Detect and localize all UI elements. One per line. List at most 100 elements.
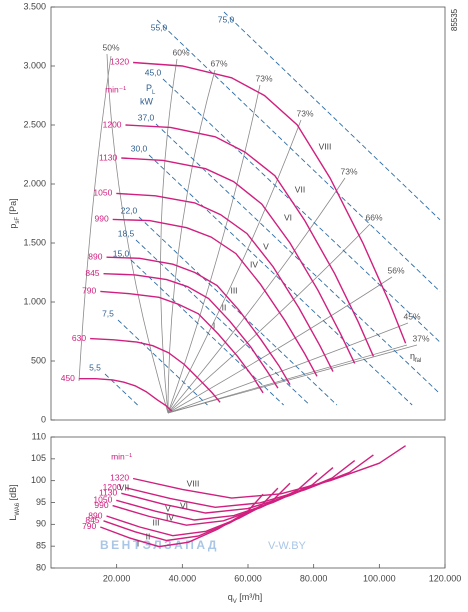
efficiency-label: 73% — [340, 166, 357, 176]
y-tick-label: 110 — [32, 431, 46, 441]
blade-setting: VIII — [319, 141, 332, 151]
efficiency-label: 60% — [172, 47, 189, 57]
y-tick-label: 95 — [36, 497, 46, 507]
rpm-label: 1320 — [110, 57, 129, 67]
rpm-curve — [100, 493, 264, 548]
efficiency-line — [167, 119, 302, 414]
drawing-code: 85535 — [450, 8, 459, 31]
x-axis-label: qV [m³/h] — [228, 592, 263, 604]
rpm-label: 990 — [95, 214, 109, 224]
rpm-curve — [116, 467, 334, 521]
y-tick-label: 3.500 — [23, 1, 46, 11]
power-label: 15,0 — [113, 248, 130, 258]
power-line — [223, 11, 441, 221]
blade-setting: VI — [284, 212, 292, 222]
blade-setting: VI — [180, 500, 188, 510]
efficiency-line — [167, 69, 216, 414]
power-line — [130, 259, 284, 406]
power-label: 18,5 — [118, 228, 135, 238]
rpm-curve — [106, 256, 291, 385]
y-tick-label: 0 — [41, 414, 46, 424]
rpm-curve — [78, 378, 173, 412]
blade-setting: III — [230, 285, 237, 295]
rpm-label: 890 — [88, 251, 102, 261]
y-tick-label: 3.000 — [23, 60, 46, 70]
efficiency-line — [167, 84, 261, 414]
x-axis-label-unit: [m³/h] — [237, 592, 263, 602]
rpm-label: 1200 — [103, 119, 122, 129]
blade-setting: III — [152, 517, 159, 527]
y-axis-label-unit: [Pa] — [8, 198, 18, 217]
x-tick-label: 80.000 — [300, 573, 328, 583]
y-axis-label: LWA6 [dB] — [8, 484, 20, 520]
y-tick-label: 100 — [31, 475, 46, 485]
efficiency-label: 37% — [412, 333, 429, 343]
x-tick-label: 20.000 — [103, 573, 131, 583]
rpm-label: 1130 — [99, 152, 118, 162]
efficiency-label: 56% — [387, 265, 404, 275]
power-label: 30,0 — [131, 143, 148, 153]
rpm-label: 890 — [88, 510, 102, 520]
power-label: 5,5 — [89, 362, 101, 372]
rpm-label: 1050 — [93, 188, 112, 198]
efficiency-label: 73% — [296, 108, 313, 118]
efficiency-label: 66% — [365, 212, 382, 222]
x-tick-label: 40.000 — [169, 573, 197, 583]
blade-setting: I — [213, 320, 215, 330]
efficiency-label: 50% — [102, 42, 119, 52]
blade-setting: I — [137, 538, 139, 548]
y-axis-label-sub: WA6 — [15, 502, 21, 515]
rpm-curve — [133, 61, 407, 344]
rpm-curve — [121, 157, 356, 364]
blade-setting: IV — [166, 512, 174, 522]
efficiency-line — [167, 344, 418, 414]
rpm-label: 1200 — [103, 482, 122, 492]
power-symbol-main: P — [146, 83, 152, 93]
power-label: 7,5 — [102, 308, 114, 318]
y-tick-label: 500 — [31, 355, 46, 365]
power-line — [148, 154, 413, 406]
blade-setting: VIII — [187, 478, 200, 488]
efficiency-symbol-main: η — [410, 351, 415, 361]
rpm-curve — [112, 218, 318, 377]
power-line — [138, 216, 338, 406]
blade-setting: VII — [295, 184, 305, 194]
plot-frame — [50, 6, 446, 421]
blade-setting: V — [263, 241, 269, 251]
power-symbol-sub: L — [152, 90, 156, 96]
rpm-curve — [121, 460, 356, 514]
rpm-curve — [103, 273, 279, 389]
rpm-label: 790 — [82, 286, 96, 296]
rpm-curve — [125, 454, 374, 509]
power-label: 75,0 — [218, 14, 235, 24]
y-tick-label: 105 — [31, 453, 46, 463]
efficiency-line — [106, 53, 169, 414]
power-line — [156, 19, 441, 292]
power-line — [135, 239, 310, 406]
rpm-curve — [112, 472, 318, 526]
efficiency-symbol: ηfal — [410, 351, 421, 363]
watermark: ВЕНТЭЛЗАПАД — [100, 538, 219, 552]
x-tick-label: 100.000 — [363, 573, 396, 583]
rpm-label: 1320 — [110, 473, 129, 483]
efficiency-line — [167, 177, 346, 414]
rpm-label: 450 — [61, 373, 75, 383]
efficiency-line — [160, 58, 178, 414]
rpm-curve — [132, 445, 406, 499]
rpm-curve — [125, 124, 375, 357]
efficiency-line — [167, 223, 371, 414]
y-tick-label: 2.000 — [23, 178, 46, 188]
rpm-label: 990 — [94, 500, 108, 510]
y-axis-label: psF [Pa] — [8, 198, 20, 228]
x-axis-label-sub: V — [233, 599, 237, 605]
power-unit: kW — [140, 96, 154, 106]
efficiency-label: 73% — [255, 73, 272, 83]
power-label: 45,0 — [145, 67, 162, 77]
x-tick-label: 120.000 — [429, 573, 462, 583]
efficiency-line — [167, 322, 409, 414]
rpm-label: 1050 — [93, 495, 112, 505]
power-line — [162, 78, 441, 343]
y-tick-label: 90 — [36, 519, 46, 529]
rpm-curve — [106, 482, 291, 537]
